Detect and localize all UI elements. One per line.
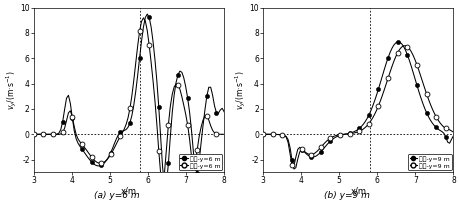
Legend: 错列-y=9 m, 错列-y=9 m: 错列-y=9 m, 错列-y=9 m xyxy=(407,154,451,170)
Y-axis label: $v_y$/(m·s$^{-1}$): $v_y$/(m·s$^{-1}$) xyxy=(233,70,247,110)
Y-axis label: $v_y$/(m·s$^{-1}$): $v_y$/(m·s$^{-1}$) xyxy=(4,70,19,110)
Text: (a) y=6 m: (a) y=6 m xyxy=(94,191,140,200)
X-axis label: x/m: x/m xyxy=(350,187,365,196)
X-axis label: x/m: x/m xyxy=(121,187,137,196)
Legend: 错列-y=6 m, 错列-y=6 m: 错列-y=6 m, 错列-y=6 m xyxy=(178,154,222,170)
Text: (b) y=9 m: (b) y=9 m xyxy=(324,191,369,200)
